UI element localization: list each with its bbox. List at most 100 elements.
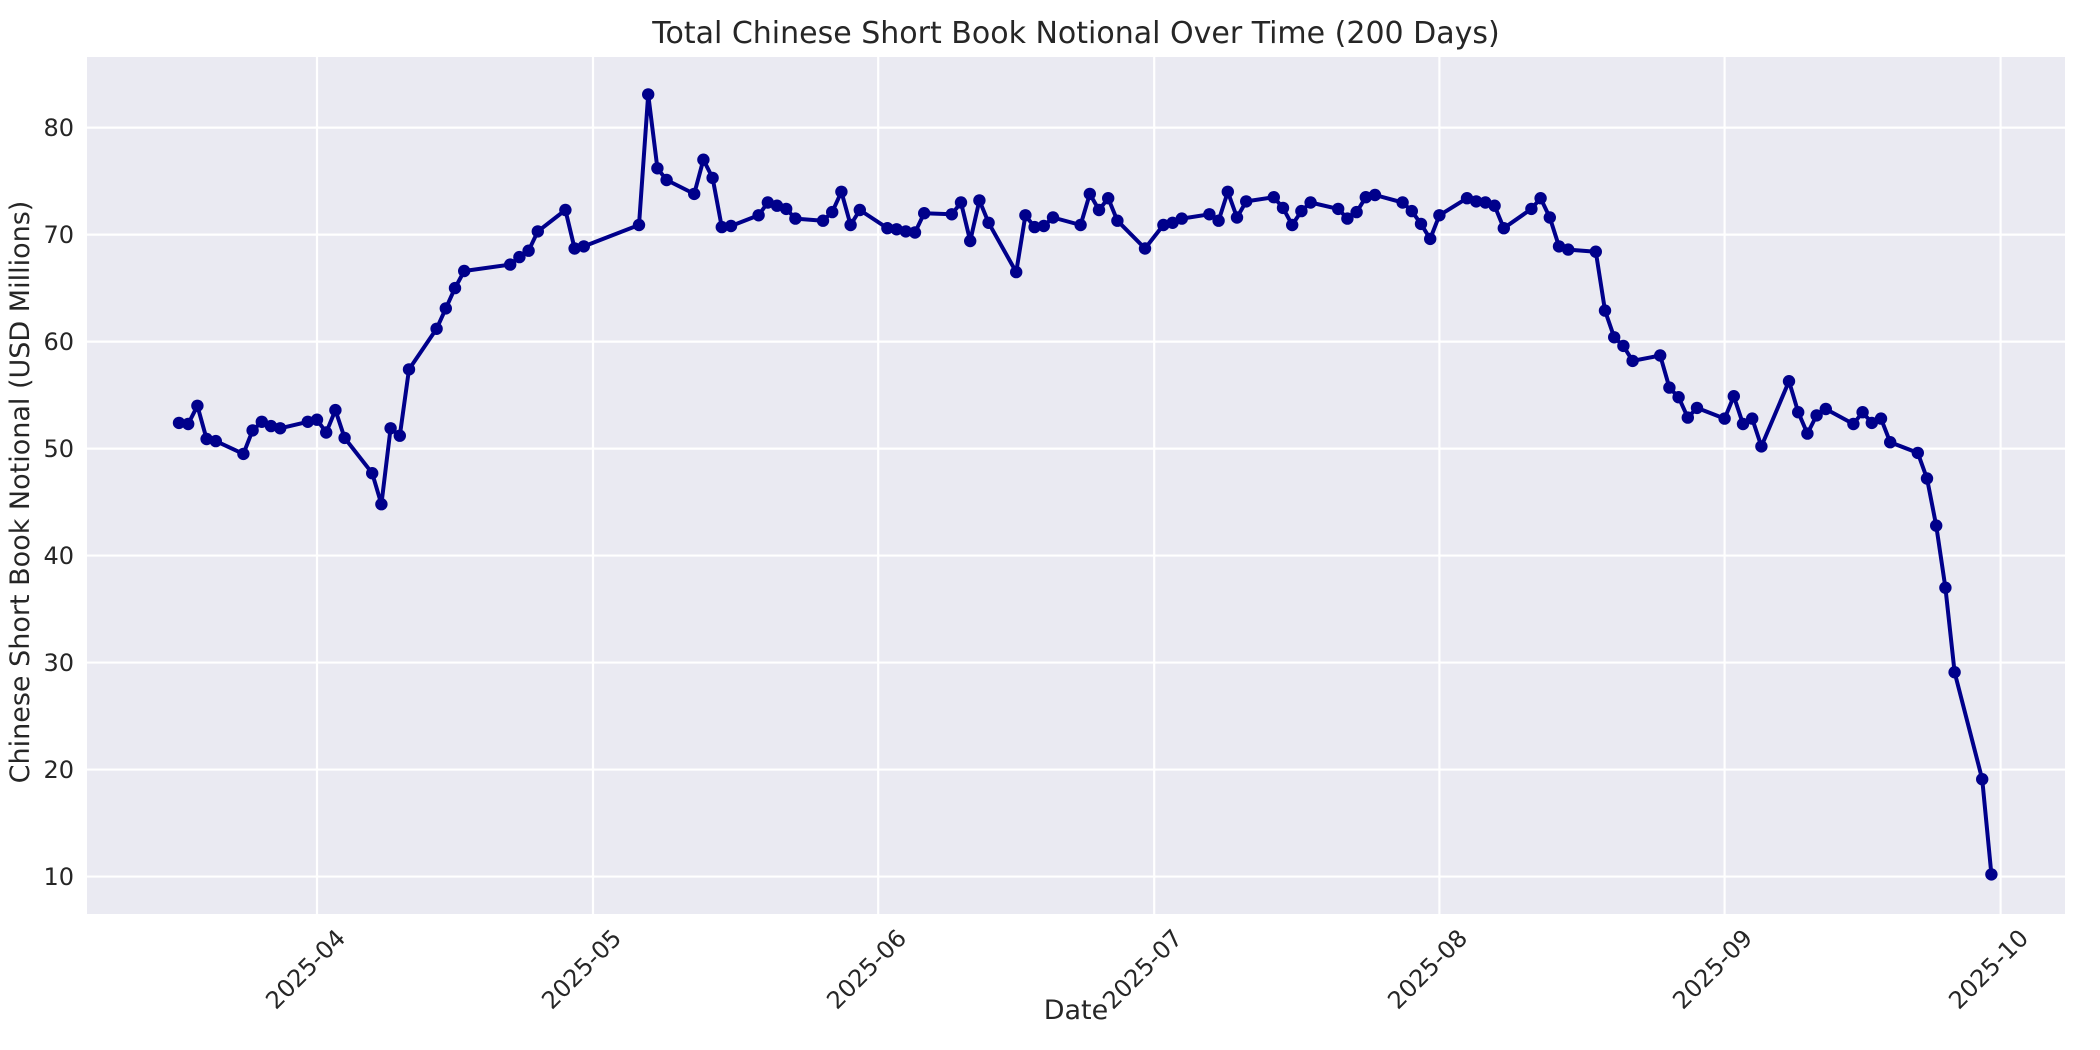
data-point-marker — [688, 187, 701, 201]
data-point-marker — [1414, 217, 1428, 231]
data-point-marker — [458, 264, 471, 278]
data-point-marker — [1175, 212, 1189, 225]
data-point-marker — [522, 244, 535, 257]
data-point-marker — [1433, 209, 1446, 222]
data-point-marker — [1672, 391, 1685, 404]
data-point-marker — [1727, 390, 1741, 403]
data-point-marker — [752, 209, 765, 222]
data-point-marker — [1295, 204, 1308, 218]
data-point-marker — [246, 424, 259, 437]
data-point-marker — [789, 212, 802, 225]
data-point-marker — [632, 218, 646, 232]
data-point-marker — [706, 171, 719, 185]
y-tick-label: 80 — [43, 113, 74, 142]
data-point-marker — [338, 431, 351, 445]
x-axis-label: Date — [1043, 995, 1109, 1026]
data-point-marker — [1562, 243, 1575, 256]
data-point-marker — [1939, 581, 1952, 594]
y-tick-label: 70 — [43, 220, 74, 249]
data-point-marker — [1396, 196, 1409, 209]
data-point-marker — [255, 415, 268, 428]
data-point-marker — [697, 153, 710, 166]
data-point-marker — [274, 422, 287, 435]
data-point-marker — [1598, 304, 1612, 317]
data-point-marker — [1690, 401, 1704, 415]
data-point-marker — [439, 302, 452, 315]
data-point-marker — [1497, 222, 1511, 235]
data-point-marker — [982, 216, 995, 229]
data-point-marker — [724, 219, 738, 233]
data-point-marker — [366, 467, 379, 480]
data-point-marker — [844, 218, 857, 232]
data-point-marker — [1102, 192, 1115, 205]
data-point-marker — [1304, 196, 1317, 209]
data-point-marker — [448, 281, 462, 295]
data-point-marker — [1847, 417, 1860, 431]
data-point-marker — [320, 426, 333, 439]
data-point-marker — [1736, 417, 1750, 431]
data-point-marker — [1138, 242, 1152, 255]
data-point-marker — [1332, 202, 1345, 216]
data-point-marker — [531, 225, 544, 238]
data-point-marker — [1654, 349, 1667, 362]
data-point-marker — [1525, 202, 1538, 216]
data-point-marker — [1782, 375, 1796, 388]
data-point-marker — [1240, 195, 1253, 208]
data-point-marker — [1405, 204, 1419, 218]
data-point-marker — [1028, 220, 1041, 234]
data-point-marker — [1203, 208, 1216, 221]
data-point-marker — [1819, 402, 1833, 416]
data-point-marker — [1884, 436, 1897, 449]
data-point-marker — [835, 185, 848, 198]
data-point-marker — [964, 234, 977, 248]
data-point-marker — [1746, 412, 1759, 425]
series-line-group — [172, 88, 1998, 881]
data-point-marker — [559, 203, 572, 217]
data-point-marker — [715, 220, 728, 234]
data-point-marker — [1037, 219, 1051, 233]
data-point-marker — [1718, 412, 1731, 425]
data-point-marker — [393, 429, 406, 442]
y-tick-label: 50 — [43, 434, 74, 463]
data-point-marker — [329, 403, 342, 417]
data-point-marker — [1930, 519, 1943, 532]
data-point-marker — [918, 207, 931, 220]
plot-area — [87, 57, 2065, 914]
data-point-marker — [513, 250, 526, 264]
data-point-marker — [1212, 214, 1225, 227]
data-point-marker — [660, 173, 673, 187]
chart-title: Total Chinese Short Book Notional Over T… — [652, 16, 1500, 51]
data-point-marker — [1267, 191, 1281, 204]
data-point-marker — [1976, 773, 1989, 786]
data-point-marker — [1792, 406, 1805, 419]
data-point-marker — [908, 226, 922, 239]
data-point-marker — [816, 214, 830, 227]
data-point-marker — [1948, 666, 1961, 679]
data-point-marker — [1350, 205, 1363, 219]
data-point-marker — [1617, 339, 1630, 353]
series-line — [177, 92, 1994, 877]
data-point-marker — [642, 88, 655, 101]
data-point-marker — [1010, 265, 1023, 279]
data-point-marker — [209, 434, 222, 448]
data-point-marker — [1083, 187, 1097, 201]
data-point-marker — [1046, 211, 1060, 224]
data-point-marker — [945, 208, 958, 221]
data-point-marker — [1368, 188, 1382, 202]
data-point-marker — [881, 222, 894, 235]
data-point-marker — [1985, 868, 1998, 881]
data-point-marker — [1856, 406, 1869, 419]
data-point-marker — [954, 196, 968, 209]
data-point-marker — [191, 399, 204, 412]
gridlines — [87, 57, 2065, 914]
data-point-marker — [1681, 411, 1695, 424]
data-point-marker — [1543, 211, 1557, 224]
data-point-marker — [1276, 201, 1290, 215]
y-tick-label: 60 — [43, 327, 74, 356]
data-point-marker — [1111, 214, 1124, 227]
data-point-marker — [1092, 203, 1106, 217]
data-point-marker — [430, 322, 443, 335]
data-point-marker — [853, 203, 866, 217]
